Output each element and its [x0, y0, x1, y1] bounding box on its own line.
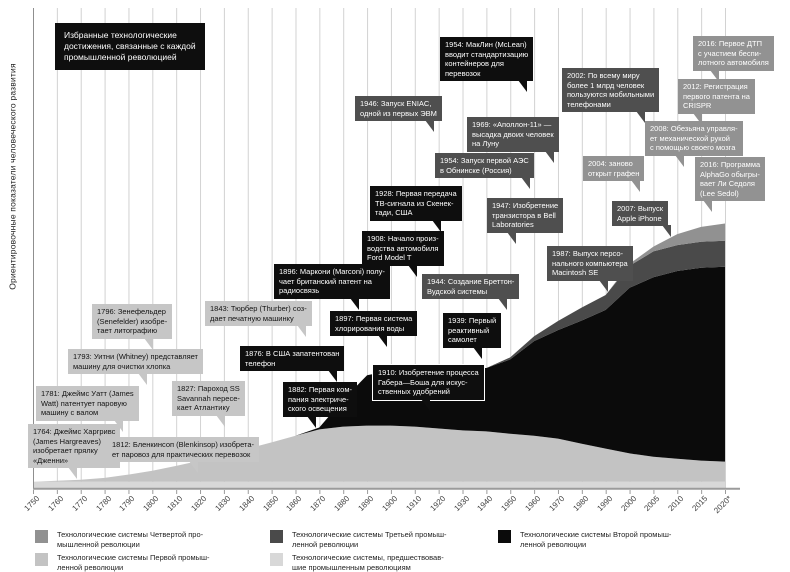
callout-tail: [328, 370, 337, 382]
event-callout-1969: 1969: «Аполлон-11» — высадка двоих челов…: [467, 117, 559, 163]
legend-swatch-pre: [270, 553, 283, 566]
callout-tail: [631, 180, 640, 192]
callout-tail: [703, 200, 712, 212]
event-callout-1764: 1764: Джеймс Харгривс (James Hargreaves)…: [28, 424, 121, 479]
callout-tail: [216, 414, 225, 427]
callout-tail: [599, 279, 608, 292]
event-callout-1939: 1939: Первый реактивный самолет: [443, 313, 502, 359]
event-callout-2007: 2007: Выпуск Apple iPhone: [612, 201, 671, 237]
callout-tail: [710, 69, 719, 82]
event-callout-1928: 1928: Первая передача ТВ-сигнала из Скен…: [370, 186, 462, 232]
event-callout-1987: 1987: Выпуск персо- нального компьютера …: [547, 246, 633, 292]
callout-tail: [408, 264, 417, 277]
callout-tail: [189, 461, 198, 473]
event-callout-2008: 2008: Обезьяна управля- ет механической …: [645, 121, 743, 167]
legend-swatch-fourth: [35, 530, 48, 543]
event-callout-1944: 1944: Создание Бреттон- Вудской системы: [422, 274, 520, 310]
event-callout-1781: 1781: Джеймс Уатт (James Watt) патентует…: [36, 386, 139, 432]
area-third-revolution: [33, 240, 725, 482]
legend-item-pre: Технологические системы, предшествовав- …: [270, 553, 444, 572]
legend-item-first: Технологические системы Первой промыш- л…: [35, 553, 210, 572]
callout-tail: [518, 80, 527, 92]
legend-item-third: Технологические системы Третьей промыш- …: [270, 530, 447, 549]
event-callout-1954-mclean: 1954: МакЛин (McLean) вводит стандартиза…: [440, 37, 534, 92]
event-callout-1843: 1843: Тюрбер (Thurber) соз- дает печатну…: [205, 301, 312, 337]
callout-tail: [498, 298, 507, 310]
event-callout-1947: 1947: Изобретение транзистора в Bell Lab…: [487, 198, 564, 244]
legend-label-second: Технологические системы Второй промыш- л…: [520, 530, 672, 549]
event-callout-1954-aes: 1954: Запуск первой АЭС в Обнинске (Росс…: [435, 153, 534, 189]
legend-label-third: Технологические системы Третьей промыш- …: [292, 530, 447, 549]
legend-swatch-first: [35, 553, 48, 566]
event-callout-1882: 1882: Первая ком- пания электриче- ского…: [283, 382, 357, 428]
legend-label-pre: Технологические системы, предшествовав- …: [292, 553, 444, 572]
callout-tail: [68, 467, 77, 479]
callout-tail: [473, 346, 482, 359]
callout-tail: [421, 398, 430, 411]
event-callout-1793: 1793: Уитни (Whitney) представляет машин…: [68, 349, 203, 385]
figure-title-box: Избранные технологические достижения, св…: [55, 23, 205, 70]
event-callout-1910: 1910: Изобретение процесса Габера—Боша д…: [372, 364, 485, 411]
legend-swatch-second: [498, 530, 511, 543]
callout-tail: [675, 154, 684, 167]
legend-swatch-third: [270, 530, 283, 543]
area-pre-revolution: [33, 481, 725, 488]
callout-tail: [114, 419, 123, 432]
callout-tail: [432, 219, 441, 232]
callout-tail: [425, 120, 434, 132]
event-callout-1812: 1812: Бленкинсоп (Blenkinsop) изобрета- …: [107, 437, 260, 473]
event-callout-2012: 2012: Регистрация первого патента на CRI…: [678, 79, 755, 125]
area-first-revolution: [33, 425, 725, 482]
event-callout-1946: 1946: Запуск ENIAC, одной из первых ЭВМ: [355, 96, 442, 132]
callout-tail: [521, 177, 530, 189]
event-callout-1827: 1827: Пароход SS Savannah пересе- кает А…: [172, 381, 245, 427]
legend-item-second: Технологические системы Второй промыш- л…: [498, 530, 671, 549]
callout-tail: [545, 150, 554, 163]
legend-item-fourth: Технологические системы Четвертой про- м…: [35, 530, 203, 549]
event-callout-1908: 1908: Начало произ- водства автомобиля F…: [362, 231, 444, 277]
event-callout-1796: 1796: Зенефельдер (Senefelder) изобре- т…: [92, 304, 173, 350]
callout-tail: [297, 325, 306, 337]
callout-tail: [144, 337, 153, 350]
callout-tail: [693, 112, 702, 125]
callout-tail: [138, 373, 147, 385]
y-axis-label: Ориентировочные показатели человеческого…: [7, 63, 18, 290]
event-callout-1897: 1897: Первая система хлорирования воды: [330, 311, 418, 347]
event-callout-2002: 2002: По всему миру более 1 млрд человек…: [562, 68, 660, 123]
event-callout-1896: 1896: Маркони (Marconi) полу- чает брита…: [274, 264, 390, 310]
callout-tail: [378, 335, 387, 347]
callout-tail: [507, 231, 516, 244]
callout-tail: [307, 415, 316, 428]
event-callout-1876: 1876: В США запатентован телефон: [240, 346, 345, 382]
legend-label-fourth: Технологические системы Четвертой про- м…: [57, 530, 204, 549]
event-callout-2016-dtp: 2016: Первое ДТП с участием беспи- лотно…: [693, 36, 774, 82]
callout-tail: [662, 225, 671, 237]
event-callout-2016-alphago: 2016: Программа AlphaGo обыгры- вает Ли …: [695, 157, 766, 212]
legend-label-first: Технологические системы Первой промыш- л…: [57, 553, 210, 572]
callout-tail: [636, 111, 645, 123]
event-callout-2004: 2004: заново открыт графен: [583, 156, 645, 192]
callout-tail: [350, 297, 359, 310]
area-fourth-revolution: [33, 223, 725, 482]
